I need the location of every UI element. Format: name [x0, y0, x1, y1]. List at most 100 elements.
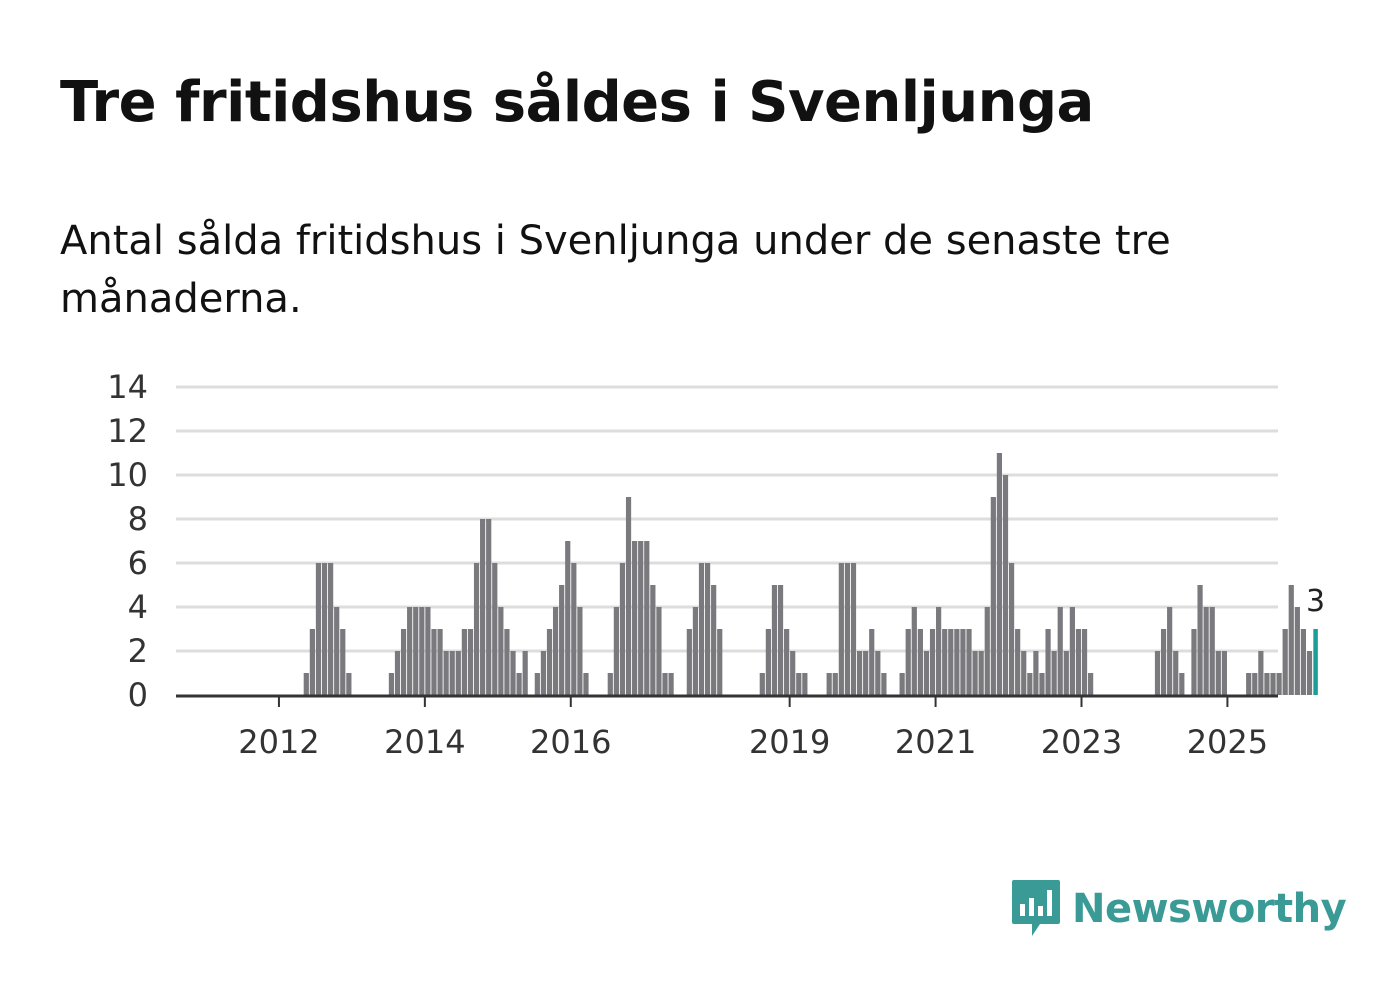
- bar: [388, 673, 395, 695]
- brand-name: Newsworthy: [1072, 886, 1347, 932]
- bar: [400, 629, 407, 695]
- bar: [759, 673, 765, 695]
- bar: [504, 629, 510, 695]
- bar: [875, 651, 881, 695]
- bar: [632, 541, 638, 695]
- bar: [923, 651, 930, 695]
- bar: [850, 563, 857, 695]
- bar: [802, 673, 808, 695]
- bar: [425, 607, 431, 695]
- bar: [1088, 673, 1094, 695]
- bar-highlight: [1313, 629, 1318, 695]
- bar: [984, 607, 990, 695]
- x-axis: 2012 2014 2016 2019 2021 2023 2025: [176, 694, 1278, 761]
- bar: [869, 629, 875, 695]
- x-tick-label: 2014: [384, 723, 465, 761]
- bar: [413, 607, 419, 695]
- bar: [1306, 651, 1313, 695]
- bar: [498, 607, 504, 695]
- bar: [583, 673, 589, 695]
- grid-lines: [176, 385, 1278, 653]
- chart-title: Tre fritidshus såldes i Svenljunga: [60, 70, 1094, 135]
- bar: [510, 651, 516, 695]
- bar: [1246, 673, 1252, 695]
- x-tick-label: 2021: [895, 723, 976, 761]
- bar: [972, 651, 978, 695]
- bar: [960, 629, 966, 695]
- bar: [954, 629, 960, 695]
- bar: [461, 629, 467, 695]
- bar: [1294, 607, 1300, 695]
- bar: [1063, 651, 1069, 695]
- bar: [942, 629, 948, 695]
- bar: [328, 563, 334, 695]
- bar: [625, 497, 632, 695]
- chart-subtitle: Antal sålda fritidshus i Svenljunga unde…: [60, 218, 1171, 322]
- bar: [309, 629, 315, 695]
- y-tick-label: 10: [107, 456, 148, 494]
- bar: [1258, 651, 1264, 695]
- bar: [394, 651, 401, 695]
- bar: [552, 607, 559, 695]
- bar: [1270, 673, 1276, 695]
- bar: [662, 673, 668, 695]
- bar: [856, 651, 863, 695]
- bar: [717, 629, 723, 695]
- bar: [1173, 651, 1179, 695]
- bar: [765, 629, 771, 695]
- bar: [668, 673, 674, 695]
- bar: [832, 673, 838, 695]
- bar: [613, 607, 619, 695]
- bar: [948, 629, 954, 695]
- x-tick-label: 2023: [1041, 723, 1122, 761]
- bar: [790, 651, 796, 695]
- bar: [534, 673, 540, 695]
- bar: [1167, 607, 1173, 695]
- bar: [1179, 673, 1185, 695]
- bar: [437, 629, 443, 695]
- bar: [1075, 629, 1082, 695]
- bar: [777, 585, 784, 695]
- bar: [1203, 607, 1209, 695]
- bar: [936, 607, 942, 695]
- bar: [844, 563, 851, 695]
- bar: [473, 563, 480, 695]
- bar: [704, 563, 711, 695]
- bar: [407, 607, 413, 695]
- bar: [565, 541, 571, 695]
- bar: [650, 585, 656, 695]
- brand-logo: Newsworthy: [1010, 878, 1347, 940]
- bar: [996, 453, 1003, 695]
- x-tick-label: 2025: [1187, 723, 1268, 761]
- bar: [929, 629, 936, 695]
- bar: [771, 585, 778, 695]
- x-tick-label: 2019: [749, 723, 830, 761]
- bar: [522, 651, 528, 695]
- bar: [1057, 607, 1063, 695]
- bar-chart: 0 2 4 6 8 10 12 14 2012 2014 2016 2019 2021 2023 2025…: [107, 368, 1325, 761]
- bar: [315, 563, 322, 695]
- bar: [644, 541, 650, 695]
- y-tick-label: 14: [107, 368, 148, 406]
- bar: [303, 673, 309, 695]
- bar: [546, 629, 553, 695]
- bars: [303, 453, 1318, 695]
- bar: [419, 607, 425, 695]
- bar: [978, 651, 984, 695]
- bar: [899, 673, 905, 695]
- bar: [796, 673, 802, 695]
- bar: [1300, 629, 1307, 695]
- annotations: 3: [1306, 584, 1325, 619]
- bar: [1191, 629, 1197, 695]
- bar: [784, 629, 790, 695]
- bar: [1027, 673, 1033, 695]
- bar: [516, 673, 522, 695]
- bar: [1002, 475, 1009, 695]
- bar: [1197, 585, 1203, 695]
- y-tick-label: 4: [128, 588, 148, 626]
- y-axis: 0 2 4 6 8 10 12 14: [107, 368, 148, 714]
- bar: [1045, 629, 1051, 695]
- bar: [1069, 607, 1075, 695]
- y-tick-label: 6: [128, 544, 148, 582]
- y-tick-label: 12: [107, 412, 148, 450]
